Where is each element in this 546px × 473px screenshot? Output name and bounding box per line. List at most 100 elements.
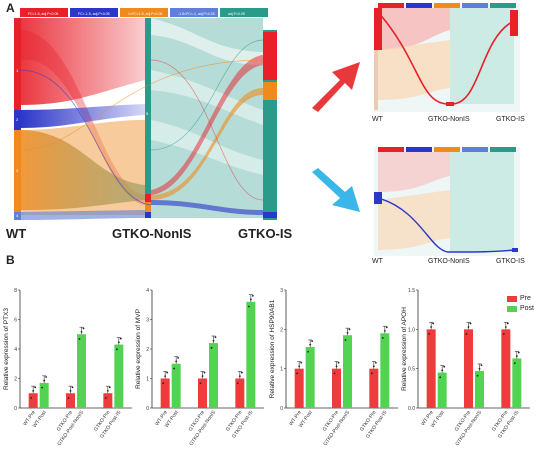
small-legend-swatch: [462, 147, 488, 152]
bar: [294, 368, 304, 408]
small-legend-swatch: [378, 147, 404, 152]
node-box-label: 5: [146, 111, 149, 116]
node-box-label: 2: [16, 117, 19, 122]
data-point: [469, 322, 472, 325]
bar: [171, 363, 181, 408]
data-point: [372, 365, 375, 368]
bar: [332, 368, 341, 408]
y-tick-label: 1.5: [408, 288, 415, 294]
data-point: [80, 330, 83, 333]
data-point: [430, 326, 433, 328]
data-point: [117, 341, 120, 344]
data-point: [296, 372, 299, 375]
data-point: [307, 350, 310, 353]
red-arrow-icon: [312, 62, 360, 112]
sankey-legend: FC>1.5, adj.P<0.05 FC<-1.5, adj.P<0.05 1<F…: [16, 8, 268, 218]
data-point: [348, 328, 351, 331]
legend-swatch-pre: [507, 296, 517, 302]
small-top-label-gtko-is: GTKO-IS: [496, 116, 525, 123]
data-point: [502, 333, 505, 335]
data-point: [41, 386, 44, 389]
data-point: [201, 375, 204, 378]
data-point: [104, 397, 107, 399]
small-legend-swatch: [406, 147, 432, 152]
data-point: [337, 361, 340, 364]
data-point: [199, 382, 202, 385]
data-point: [78, 338, 81, 340]
bar: [39, 382, 49, 408]
y-axis-label: Relative expression of MVP: [135, 309, 142, 389]
y-tick-label: 1.0: [408, 327, 415, 333]
y-tick-label: 1: [280, 367, 283, 373]
data-point: [443, 365, 446, 368]
data-point: [238, 375, 241, 378]
data-point: [34, 386, 37, 389]
bar: [198, 378, 207, 408]
legend-label: -1.5<FC<-1, adj.P<0.05: [178, 12, 215, 16]
data-point: [374, 361, 377, 364]
legend-label: FC<-1.5, adj.P<0.05: [78, 12, 110, 16]
y-tick-label: 4: [14, 347, 17, 353]
data-point: [177, 356, 180, 359]
y-tick-label: 8: [14, 288, 17, 294]
data-point: [249, 298, 252, 301]
data-point: [346, 331, 349, 334]
data-point: [344, 339, 347, 341]
data-point: [166, 371, 169, 374]
data-point: [480, 364, 483, 367]
y-tick-label: 4: [146, 288, 149, 294]
node-box-label: 4: [16, 213, 19, 218]
small-sankey-bottom: [374, 148, 520, 256]
data-point: [69, 389, 72, 392]
panel-a-figure: FC>1.5, adj.P<0.05 FC<-1.5, adj.P<0.05 1<F…: [14, 3, 520, 256]
panel-b-letter: B: [6, 253, 15, 267]
y-axis-label: Relative expression of HSP90AB1: [269, 299, 276, 398]
y-tick-label: 0.5: [408, 367, 415, 373]
y-tick-label: 2: [146, 347, 149, 353]
legend-swatch: [170, 8, 218, 17]
data-point: [476, 374, 479, 377]
legend-label: adj.P>0.05: [228, 12, 245, 16]
bar: [464, 329, 473, 408]
data-point: [298, 365, 301, 368]
y-tick-label: 0: [280, 406, 283, 412]
bar: [501, 329, 511, 408]
node-box-label: 1: [16, 68, 19, 73]
small-bottom-label-gtko-is: GTKO-IS: [496, 258, 525, 265]
small-legend-bottom: [378, 147, 516, 152]
data-point: [478, 367, 481, 370]
bar: [160, 378, 170, 408]
y-tick-label: 3: [280, 288, 283, 294]
blue-arrow-icon: [312, 168, 360, 212]
bar: [369, 368, 379, 408]
data-point: [240, 371, 243, 374]
main-sankey: [14, 18, 277, 220]
legend-label-pre: Pre: [520, 295, 531, 302]
bar: [209, 343, 218, 408]
data-point: [45, 376, 48, 378]
data-point: [175, 360, 178, 363]
bar: [343, 335, 352, 408]
data-point: [517, 351, 520, 354]
y-tick-label: 0: [146, 406, 149, 412]
legend-item-pre: Pre: [507, 294, 534, 304]
bar: [426, 329, 436, 408]
y-tick-label: 1: [146, 377, 149, 383]
data-point: [441, 369, 444, 372]
small-legend-swatch: [490, 3, 516, 8]
y-tick-label: 3: [146, 318, 149, 324]
data-point: [247, 305, 250, 308]
legend-label: 1<FC<1.5, adj.P<0.05: [128, 12, 162, 16]
data-point: [115, 348, 118, 351]
data-point: [214, 336, 217, 339]
small-bottom-label-gtko-nonis: GTKO-NonIS: [428, 258, 470, 265]
bar: [103, 393, 113, 408]
data-point: [467, 326, 470, 328]
data-point: [67, 397, 70, 399]
small-legend-swatch: [462, 3, 488, 8]
data-point: [428, 333, 431, 335]
y-tick-label: 2: [280, 327, 283, 333]
small-top-label-wt: WT: [372, 116, 383, 123]
